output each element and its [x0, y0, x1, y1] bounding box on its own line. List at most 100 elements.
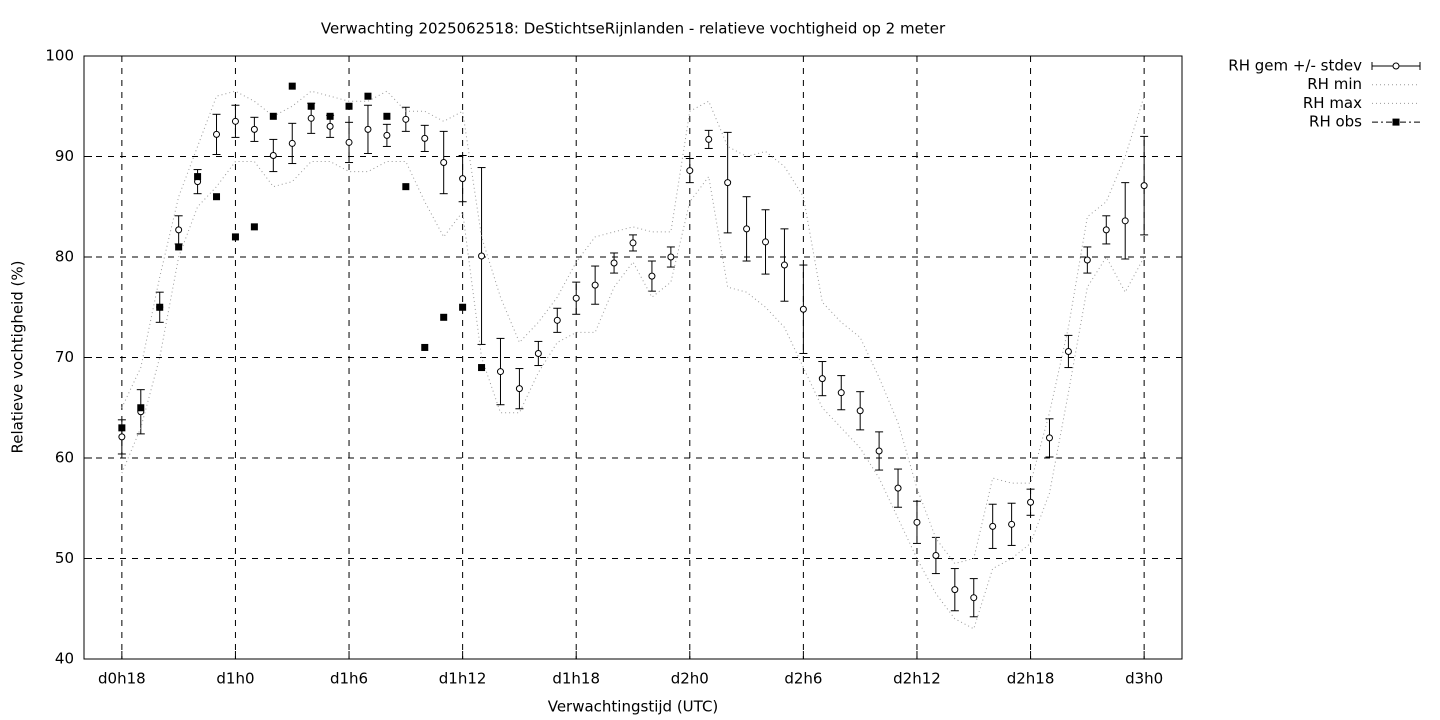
obs-point [213, 193, 221, 201]
legend-label: RH obs [1309, 113, 1362, 131]
mean-point [970, 594, 978, 602]
mean-point [705, 135, 713, 143]
obs-point [326, 112, 334, 120]
mean-point [780, 261, 788, 269]
y-tick-label: 90 [55, 147, 74, 165]
obs-point [175, 243, 183, 251]
x-axis-label: Verwachtingstijd (UTC) [548, 698, 719, 716]
mean-point [667, 253, 675, 261]
y-tick-label: 60 [55, 449, 74, 467]
obs-point [345, 102, 353, 110]
obs-point [156, 303, 164, 311]
mean-point [837, 389, 845, 397]
mean-point [1064, 347, 1072, 355]
mean-point [421, 134, 429, 142]
mean-point [932, 551, 940, 559]
obs-point [383, 112, 391, 120]
legend-sample [1392, 118, 1400, 126]
obs-point [288, 82, 296, 90]
x-tick-label: d2h0 [671, 670, 709, 688]
obs-point [118, 424, 126, 432]
mean-point [213, 130, 221, 138]
mean-point [383, 131, 391, 139]
x-tick-label: d1h18 [552, 670, 600, 688]
plot-frame [83, 55, 1183, 660]
mean-point [478, 252, 486, 260]
obs-point [250, 223, 258, 231]
mean-point [402, 115, 410, 123]
obs-point [269, 112, 277, 120]
x-tick-label: d1h12 [439, 670, 487, 688]
chart-title: Verwachting 2025062518: DeStichtseRijnla… [321, 20, 946, 38]
mean-point [989, 522, 997, 530]
mean-point [534, 349, 542, 357]
mean-point [951, 586, 959, 594]
mean-point [572, 294, 580, 302]
mean-point [326, 122, 334, 130]
mean-point [799, 305, 807, 313]
mean-point [610, 259, 618, 267]
x-tick-label: d2h18 [1007, 670, 1055, 688]
obs-point [231, 233, 239, 241]
obs-point [364, 92, 372, 100]
legend-sample [1392, 62, 1400, 70]
mean-point [364, 125, 372, 133]
mean-point [175, 226, 183, 234]
obs-point [440, 313, 448, 321]
legend-label: RH min [1307, 75, 1362, 93]
range-line [121, 90, 1145, 565]
mean-point [686, 167, 694, 175]
mean-point [345, 138, 353, 146]
y-tick-label: 70 [55, 348, 74, 366]
mean-point [1102, 226, 1110, 234]
y-tick-label: 40 [55, 650, 74, 668]
mean-point [591, 281, 599, 289]
mean-point [913, 518, 921, 526]
mean-point [1027, 498, 1035, 506]
obs-point [478, 364, 486, 372]
mean-point [118, 433, 126, 441]
mean-point [762, 238, 770, 246]
mean-point [1083, 256, 1091, 264]
y-tick-label: 50 [55, 549, 74, 567]
mean-point [288, 139, 296, 147]
mean-point [459, 175, 467, 183]
obs-point [421, 343, 429, 351]
x-tick-label: d2h6 [784, 670, 822, 688]
mean-point [1045, 434, 1053, 442]
mean-point [875, 447, 883, 455]
legend-label: RH gem +/- stdev [1228, 57, 1362, 75]
mean-point [648, 272, 656, 280]
mean-point [1008, 520, 1016, 528]
obs-point [137, 404, 145, 412]
mean-point [307, 114, 315, 122]
obs-point [307, 102, 315, 110]
y-axis-label: Relatieve vochtigheid (%) [9, 260, 27, 453]
legend-label: RH max [1303, 94, 1362, 112]
mean-point [440, 159, 448, 167]
mean-point [818, 375, 826, 383]
mean-point [1121, 217, 1129, 225]
x-tick-label: d1h0 [216, 670, 254, 688]
mean-point [496, 368, 504, 376]
x-tick-label: d3h0 [1125, 670, 1163, 688]
mean-point [724, 179, 732, 187]
mean-point [894, 484, 902, 492]
mean-point [250, 125, 258, 133]
mean-point [269, 151, 277, 159]
mean-point [856, 407, 864, 415]
x-tick-label: d2h12 [893, 670, 941, 688]
mean-point [553, 316, 561, 324]
obs-point [459, 303, 467, 311]
mean-point [743, 225, 751, 233]
mean-point [629, 239, 637, 247]
x-tick-label: d0h18 [98, 670, 146, 688]
obs-point [194, 173, 202, 181]
y-tick-label: 100 [45, 47, 74, 65]
mean-point [515, 385, 523, 393]
x-tick-label: d1h6 [330, 670, 368, 688]
mean-point [1140, 182, 1148, 190]
y-tick-label: 80 [55, 248, 74, 266]
obs-point [402, 183, 410, 191]
